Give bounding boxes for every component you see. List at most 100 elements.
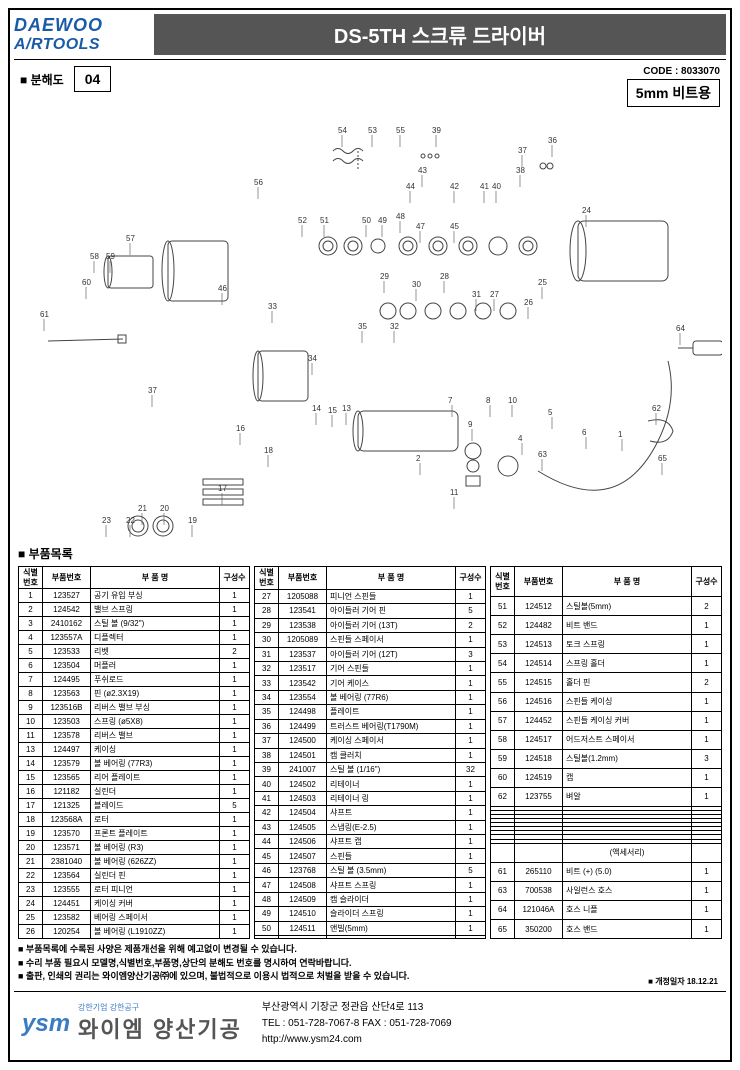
callout-10: 10 — [508, 396, 517, 405]
callout-62: 62 — [652, 404, 661, 413]
table-row: 19123570프론트 플레이트1 — [19, 827, 250, 841]
table-row: 59124518스틸볼(1.2mm)3 — [491, 749, 722, 768]
brand-line1: DAEWOO — [14, 16, 144, 36]
callout-48: 48 — [396, 212, 405, 221]
callout-58: 58 — [90, 252, 99, 261]
table-row: 57124452스핀들 케이싱 커버1 — [491, 711, 722, 730]
callout-29: 29 — [380, 272, 389, 281]
callout-14: 14 — [312, 404, 321, 413]
table-row: 1123527공기 유입 부싱1 — [19, 589, 250, 603]
table-row: 49124510슬라이더 스프링1 — [255, 907, 486, 921]
callout-45: 45 — [450, 222, 459, 231]
table-row: 9123516B리버스 밸브 부싱1 — [19, 701, 250, 715]
callout-40: 40 — [492, 182, 501, 191]
table-row: 18123568A로터1 — [19, 813, 250, 827]
callout-35: 35 — [358, 322, 367, 331]
callout-28: 28 — [440, 272, 449, 281]
accessory-header: (액세서리) — [563, 843, 692, 862]
callout-57: 57 — [126, 234, 135, 243]
table-row: 58124517어드저스트 스페이서1 — [491, 730, 722, 749]
table-row: 212381040볼 베어링 (626ZZ)1 — [19, 855, 250, 869]
callout-22: 22 — [126, 516, 135, 525]
note-line: ■ 수리 부품 필요시 모델명,식별번호,부품명,상단의 분해도 번호를 명시하… — [18, 957, 722, 971]
table-row: 60124519캡1 — [491, 768, 722, 787]
callout-11: 11 — [450, 488, 459, 497]
callout-42: 42 — [450, 182, 459, 191]
callout-13: 13 — [342, 404, 351, 413]
table-row: 46123768스틸 볼 (3.5mm)5 — [255, 863, 486, 877]
table-row: 47124508샤프트 스프링1 — [255, 878, 486, 892]
callout-47: 47 — [416, 222, 425, 231]
callout-16: 16 — [236, 424, 245, 433]
footer-url: http://www.ysm24.com — [262, 1032, 452, 1048]
parts-list-section: ■ 부품목록 식별번호 부품번호 부 품 명 구성수 1123527공기 유입 … — [14, 545, 726, 939]
callout-61: 61 — [40, 310, 49, 319]
table-row: 301205089스핀들 스페이서1 — [255, 633, 486, 647]
table-row: 23123555로터 피니언1 — [19, 883, 250, 897]
parts-table-2: 식별번호 부품번호 부 품 명 구성수 271205088피니언 스핀들1 28… — [254, 566, 486, 939]
table-row: 14123579볼 베어링 (77R3)1 — [19, 757, 250, 771]
ysm-mark: ysm — [22, 1010, 70, 1038]
table-row: 8123563핀 (ø2.3X19)1 — [19, 687, 250, 701]
callout-52: 52 — [298, 216, 307, 225]
table-row: 32410162스틸 볼 (9/32")1 — [19, 617, 250, 631]
table-row: 65350200호스 밴드1 — [491, 919, 722, 938]
table-row: 28123541아이들러 기어 핀5 — [255, 604, 486, 618]
callout-26: 26 — [524, 298, 533, 307]
callout-50: 50 — [362, 216, 371, 225]
table-row: 40124502리테이너1 — [255, 777, 486, 791]
table-row: 55124515홀더 핀2 — [491, 673, 722, 692]
callout-55: 55 — [396, 126, 405, 135]
table-row: 2124542밸브 스프링1 — [19, 603, 250, 617]
table-row: 48124509캠 슬라이더1 — [255, 892, 486, 906]
callout-49: 49 — [378, 216, 387, 225]
callout-6: 6 — [582, 428, 587, 437]
table-row: 20123571볼 베어링 (R3)1 — [19, 841, 250, 855]
diagram-svg: 5354553941404243443836375657595860615152… — [18, 111, 722, 541]
table-row: 45124507스핀들1 — [255, 849, 486, 863]
callout-44: 44 — [406, 182, 415, 191]
page-border: DAEWOO A/RTOOLS DS-5TH 스크류 드라이버 ■ 분해도 04… — [8, 8, 732, 1062]
table-row: 31123537아이들러 기어 (12T)3 — [255, 647, 486, 661]
table-row: 61265110비트 (+) (5.0)1 — [491, 862, 722, 881]
brand-line2: A/RTOOLS — [14, 36, 144, 54]
callout-43: 43 — [418, 166, 427, 175]
table-row: 26120254볼 베어링 (L1910ZZ)1 — [19, 925, 250, 939]
table-row: 43124505스냅링(E-2.5)1 — [255, 820, 486, 834]
table-row: 25123582베어링 스페이서1 — [19, 911, 250, 925]
callout-63: 63 — [538, 450, 547, 459]
callout-41: 41 — [480, 182, 489, 191]
callout-33: 33 — [268, 302, 277, 311]
callout-31: 31 — [472, 290, 481, 299]
table-row: 271205088피니언 스핀들1 — [255, 589, 486, 603]
footer-phone: TEL : 051-728-7067-8 FAX : 051-728-7069 — [262, 1016, 452, 1032]
table-row: 24124451케이싱 커버1 — [19, 897, 250, 911]
callout-39: 39 — [432, 126, 441, 135]
callout-4: 4 — [518, 434, 523, 443]
callout-19: 19 — [188, 516, 197, 525]
callout-32: 32 — [390, 322, 399, 331]
table-row: 34123554볼 베어링 (77R6)1 — [255, 690, 486, 704]
code-label: CODE : 8033070 — [627, 66, 720, 77]
callout-60: 60 — [82, 278, 91, 287]
table-row: 52124482비트 밴드1 — [491, 616, 722, 635]
table-row: 33123542기어 케이스1 — [255, 676, 486, 690]
callout-38: 38 — [516, 166, 525, 175]
callout-46: 46 — [218, 284, 227, 293]
brand-logo: DAEWOO A/RTOOLS — [14, 16, 144, 53]
callout-64: 64 — [676, 324, 685, 333]
callout-54: 54 — [338, 126, 347, 135]
callout-23: 23 — [102, 516, 111, 525]
callout-9: 9 — [468, 420, 473, 429]
callout-65: 65 — [658, 454, 667, 463]
table-row: 63700538사일런스 호스1 — [491, 881, 722, 900]
table-row: 37124500케이싱 스페이서1 — [255, 734, 486, 748]
callout-21: 21 — [138, 504, 147, 513]
callout-34: 34 — [308, 354, 317, 363]
callout-2: 2 — [416, 454, 421, 463]
company-name: 와이엠 양산기공 — [78, 1012, 242, 1044]
bit-spec-box: 5mm 비트용 — [627, 79, 720, 107]
parts-table-1: 식별번호 부품번호 부 품 명 구성수 1123527공기 유입 부싱1 212… — [18, 566, 250, 939]
footer-tagline: 강한기업 강한공구 — [78, 1003, 242, 1013]
diagram-number: 04 — [74, 66, 112, 92]
